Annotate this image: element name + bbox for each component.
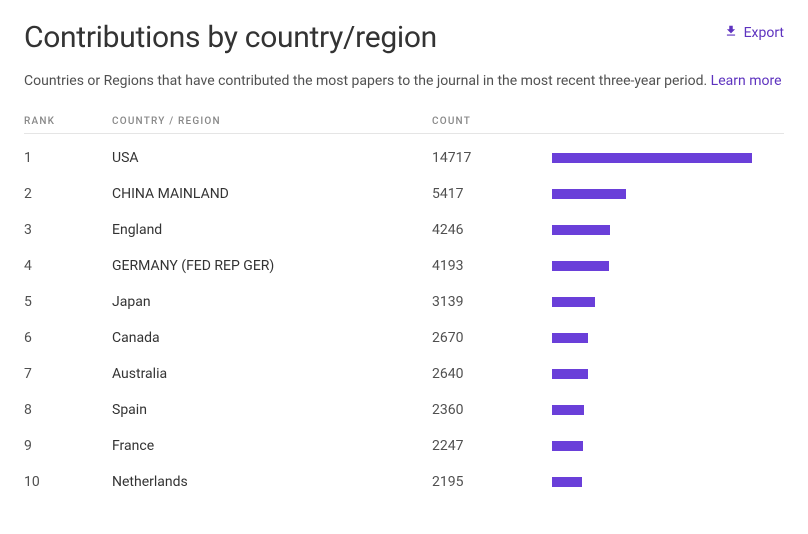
cell-count: 14717 [432, 150, 552, 166]
description: Countries or Regions that have contribut… [24, 71, 784, 92]
cell-country: Canada [112, 330, 432, 346]
header-country: COUNTRY / REGION [112, 116, 432, 127]
bar [552, 405, 584, 415]
table-row: 9France2247 [24, 428, 784, 464]
cell-rank: 9 [24, 438, 112, 454]
cell-country: Spain [112, 402, 432, 418]
cell-bar [552, 441, 784, 451]
page-title: Contributions by country/region [24, 20, 437, 55]
table-row: 2CHINA MAINLAND5417 [24, 176, 784, 212]
header-bar [552, 116, 784, 127]
cell-rank: 5 [24, 294, 112, 310]
header-count: COUNT [432, 116, 552, 127]
table-row: 8Spain2360 [24, 392, 784, 428]
table-row: 5Japan3139 [24, 284, 784, 320]
cell-rank: 8 [24, 402, 112, 418]
table-header: RANK COUNTRY / REGION COUNT [24, 116, 784, 134]
cell-count: 4193 [432, 258, 552, 274]
table-row: 10Netherlands2195 [24, 464, 784, 500]
table-row: 1USA14717 [24, 140, 784, 176]
cell-bar [552, 333, 784, 343]
bar [552, 261, 609, 271]
bar [552, 477, 582, 487]
header-rank: RANK [24, 116, 112, 127]
cell-bar [552, 369, 784, 379]
cell-count: 2640 [432, 366, 552, 382]
cell-count: 2360 [432, 402, 552, 418]
bar [552, 225, 610, 235]
cell-bar [552, 225, 784, 235]
export-label: Export [744, 25, 784, 41]
bar [552, 441, 583, 451]
cell-rank: 7 [24, 366, 112, 382]
cell-bar [552, 153, 784, 163]
bar [552, 189, 626, 199]
cell-count: 5417 [432, 186, 552, 202]
cell-country: USA [112, 150, 432, 166]
learn-more-link[interactable]: Learn more [711, 73, 782, 89]
cell-rank: 2 [24, 186, 112, 202]
table-row: 7Australia2640 [24, 356, 784, 392]
cell-rank: 4 [24, 258, 112, 274]
description-text: Countries or Regions that have contribut… [24, 73, 711, 89]
cell-bar [552, 297, 784, 307]
cell-rank: 1 [24, 150, 112, 166]
cell-country: England [112, 222, 432, 238]
cell-bar [552, 405, 784, 415]
bar [552, 153, 752, 163]
bar [552, 297, 595, 307]
cell-count: 2195 [432, 474, 552, 490]
cell-count: 4246 [432, 222, 552, 238]
cell-rank: 3 [24, 222, 112, 238]
cell-count: 3139 [432, 294, 552, 310]
download-icon [724, 24, 738, 42]
table-row: 4GERMANY (FED REP GER)4193 [24, 248, 784, 284]
table-body: 1USA147172CHINA MAINLAND54173England4246… [24, 140, 784, 500]
cell-country: France [112, 438, 432, 454]
cell-country: GERMANY (FED REP GER) [112, 258, 432, 274]
cell-count: 2247 [432, 438, 552, 454]
export-button[interactable]: Export [724, 20, 784, 42]
cell-rank: 10 [24, 474, 112, 490]
cell-country: Netherlands [112, 474, 432, 490]
cell-bar [552, 189, 784, 199]
contributions-table: RANK COUNTRY / REGION COUNT 1USA147172CH… [24, 116, 784, 500]
table-row: 3England4246 [24, 212, 784, 248]
cell-country: Australia [112, 366, 432, 382]
table-row: 6Canada2670 [24, 320, 784, 356]
bar [552, 333, 588, 343]
cell-bar [552, 261, 784, 271]
bar [552, 369, 588, 379]
cell-rank: 6 [24, 330, 112, 346]
cell-country: Japan [112, 294, 432, 310]
cell-count: 2670 [432, 330, 552, 346]
cell-bar [552, 477, 784, 487]
cell-country: CHINA MAINLAND [112, 186, 432, 202]
